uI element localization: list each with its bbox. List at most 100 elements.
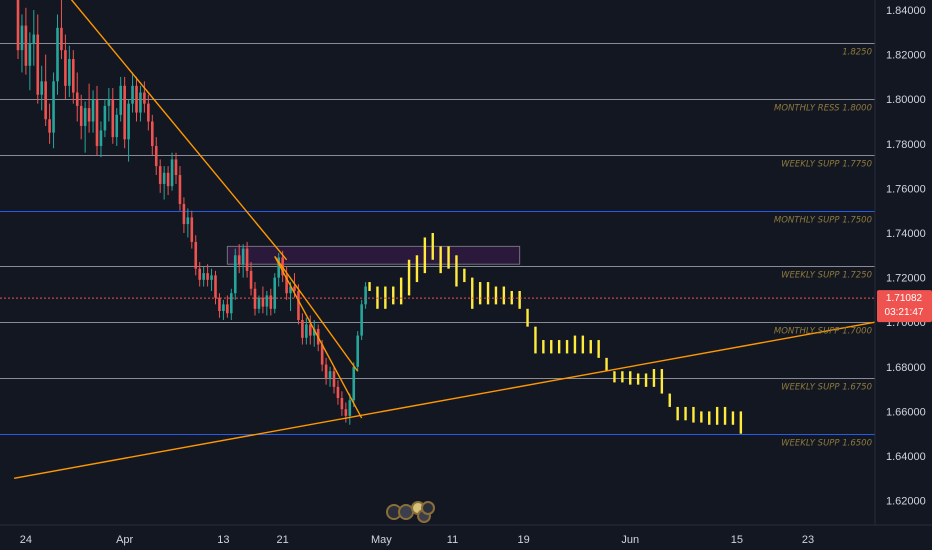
candle xyxy=(154,137,158,176)
projection-bar xyxy=(392,286,395,305)
candle xyxy=(194,235,198,276)
candle xyxy=(64,34,67,100)
candle-body xyxy=(352,366,356,401)
level-label-5: MONTHLY SUPP 1.7000 xyxy=(774,327,872,337)
projection-bar xyxy=(652,369,656,387)
projection-bar xyxy=(676,406,679,421)
date-tick-label: May xyxy=(371,534,392,546)
candle xyxy=(340,391,344,416)
projection-bar xyxy=(415,255,419,283)
candle-body xyxy=(115,114,119,138)
candle-body xyxy=(64,50,67,86)
candle xyxy=(230,288,233,320)
trendline-1 xyxy=(274,256,359,372)
level-label-7: WEEKLY SUPP 1.6500 xyxy=(781,439,872,449)
candle-body xyxy=(265,295,269,307)
candle-body xyxy=(218,297,221,312)
candle-body xyxy=(277,257,280,278)
candle-body xyxy=(52,81,55,133)
candle-body xyxy=(56,27,59,82)
time-axis[interactable]: 24 Apr 13 21 May 11 19 Jun 15 23 xyxy=(20,534,814,546)
price-tick-label: 1.62000 xyxy=(886,496,926,508)
candle xyxy=(48,103,51,144)
candle-body xyxy=(36,34,40,95)
projection-bar xyxy=(534,326,537,354)
candle-body xyxy=(99,130,103,147)
price-badge-bg xyxy=(877,290,932,323)
candle xyxy=(356,331,359,372)
candle-body xyxy=(194,241,198,269)
projection-bar xyxy=(510,290,513,305)
candle-body xyxy=(324,364,328,378)
candle xyxy=(79,94,83,140)
price-tick-label: 1.72000 xyxy=(886,273,926,285)
candle xyxy=(72,50,75,104)
candle xyxy=(103,99,107,138)
projection-bar xyxy=(668,393,671,407)
candle xyxy=(222,299,225,320)
price-tick-label: 1.78000 xyxy=(886,139,926,151)
candle xyxy=(83,101,87,153)
candle xyxy=(265,290,269,316)
candle xyxy=(332,366,336,394)
candle-body xyxy=(332,371,336,387)
price-tick-label: 1.76000 xyxy=(886,183,926,195)
current-price-badge: 1.71082 03:21:47 xyxy=(877,290,932,323)
candle xyxy=(237,244,241,274)
candle-body xyxy=(32,34,36,44)
candle-body xyxy=(340,398,344,410)
candle xyxy=(277,253,280,287)
candle xyxy=(249,261,253,296)
date-tick-label: Apr xyxy=(116,534,133,546)
candle-body xyxy=(328,371,332,378)
candle xyxy=(261,286,265,314)
date-tick-label: 11 xyxy=(447,534,458,546)
price-axis[interactable]: 1.84000 1.82000 1.80000 1.78000 1.76000 1.740… xyxy=(886,5,926,508)
candle-body xyxy=(119,85,122,115)
candle xyxy=(139,85,142,122)
date-tick-label: 21 xyxy=(277,534,289,546)
candle xyxy=(135,76,138,122)
candle xyxy=(226,295,229,318)
candle-body xyxy=(344,409,348,416)
projection-bar xyxy=(660,369,664,394)
candle xyxy=(40,65,43,111)
candle xyxy=(147,94,150,131)
candle-body xyxy=(356,335,359,367)
candle xyxy=(143,81,146,113)
price-projection xyxy=(368,233,743,434)
candle xyxy=(348,393,352,425)
avatar-icon-2[interactable] xyxy=(398,504,414,520)
candle-body xyxy=(186,217,190,225)
date-tick-label: 19 xyxy=(517,534,529,546)
candle xyxy=(202,266,205,287)
date-tick-label: Jun xyxy=(621,534,639,546)
candle-body xyxy=(309,324,312,336)
projection-bar xyxy=(526,308,529,327)
candle-body xyxy=(245,248,249,271)
candle xyxy=(174,152,178,184)
avatar-icon-4[interactable] xyxy=(421,501,435,515)
candle-body xyxy=(297,290,300,320)
trendline-0 xyxy=(70,0,288,261)
candle xyxy=(127,99,130,162)
candle-body xyxy=(230,293,233,314)
candle-body xyxy=(127,103,130,140)
price-tick-label: 1.64000 xyxy=(886,451,926,463)
candle-body xyxy=(20,25,24,51)
candle-body xyxy=(233,255,237,294)
candle-body xyxy=(91,99,95,122)
candle xyxy=(178,166,182,211)
candle xyxy=(214,270,217,305)
date-tick-label: 15 xyxy=(731,534,743,546)
candle-body xyxy=(170,159,174,187)
candle xyxy=(233,248,237,300)
toolbar-icons[interactable] xyxy=(386,501,435,523)
candle xyxy=(95,85,99,155)
candle-body xyxy=(24,25,28,66)
candle-body xyxy=(261,297,265,307)
resistance-zone xyxy=(226,245,521,265)
candle xyxy=(28,32,32,91)
candle-body xyxy=(285,275,288,294)
